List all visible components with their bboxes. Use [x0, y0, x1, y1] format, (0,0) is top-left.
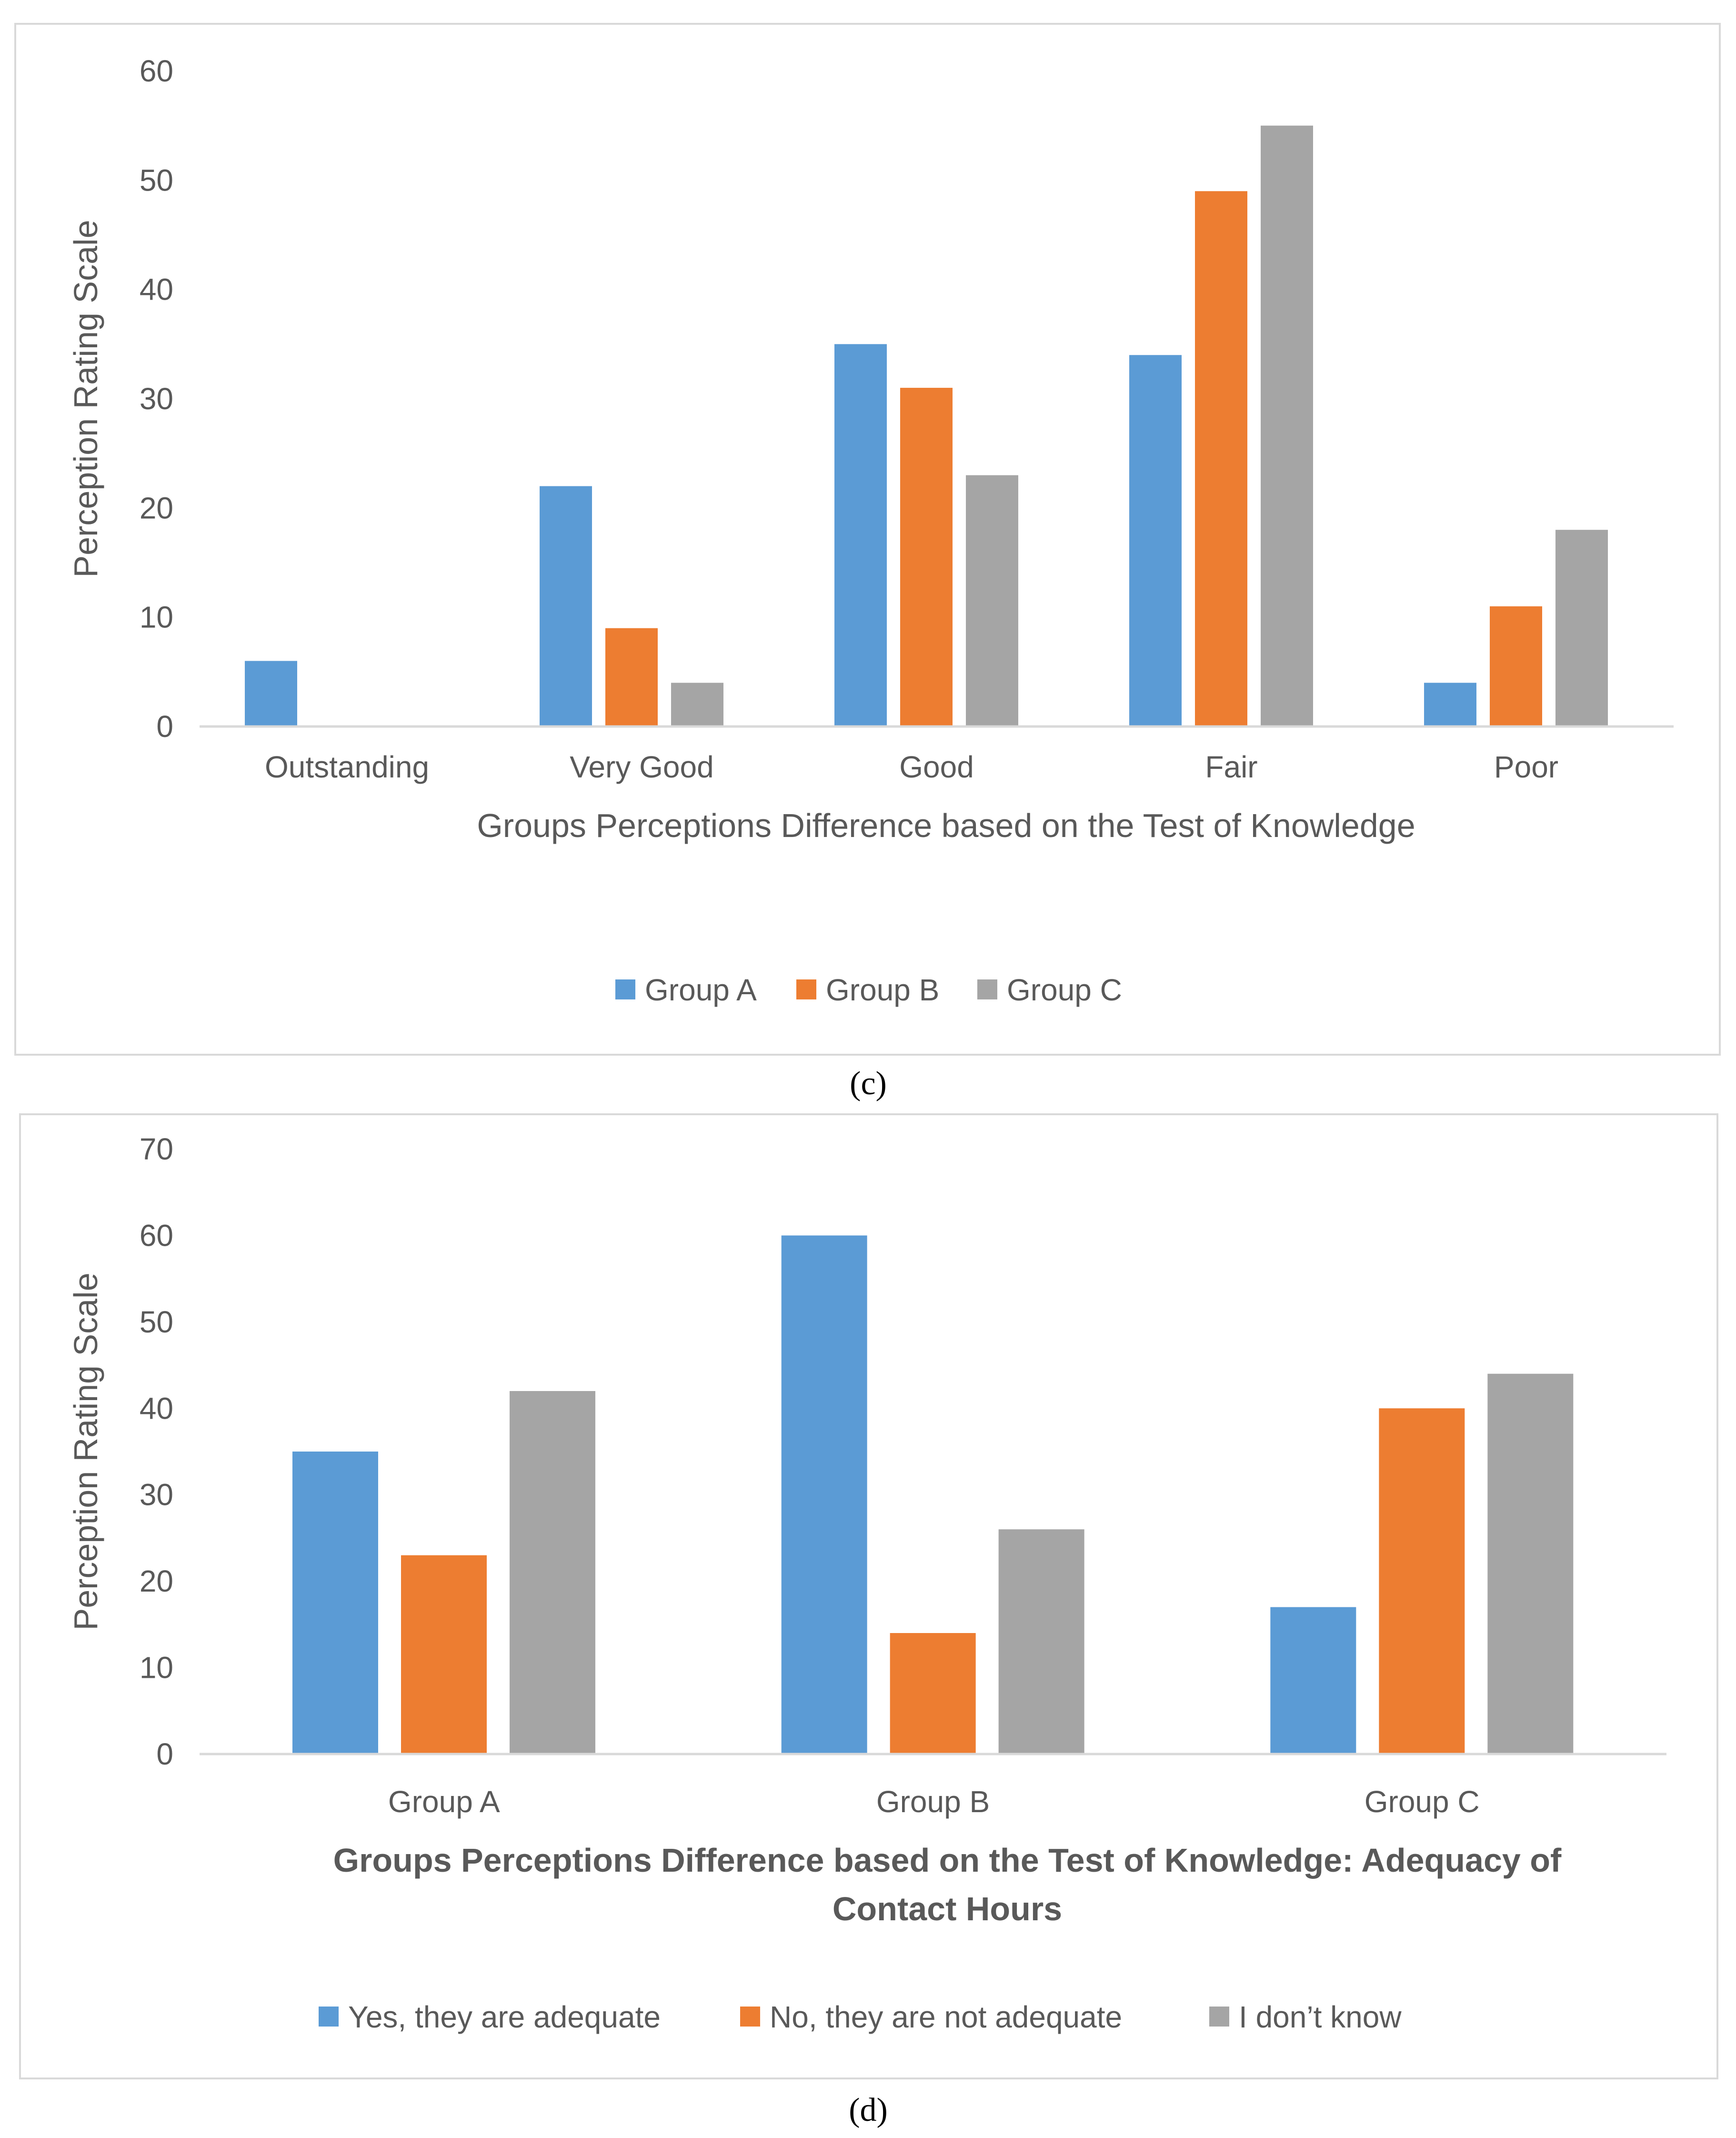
- legend-swatch-3: [977, 979, 997, 999]
- y-tick-label: 30: [140, 382, 173, 416]
- y-tick-label: 40: [140, 272, 173, 307]
- bar-yes-they-are-adequate-group-b: [781, 1235, 867, 1754]
- bar-no-they-are-not-adequate-group-b: [890, 1633, 976, 1754]
- bar-no-they-are-not-adequate-group-c: [1379, 1408, 1465, 1754]
- bar-group-a-outstanding: [245, 661, 297, 726]
- bar-group-c-good: [966, 475, 1018, 726]
- legend-swatch-3: [1209, 2007, 1229, 2027]
- bar-group-a-fair: [1129, 355, 1182, 726]
- legend-swatch-1: [319, 2007, 339, 2027]
- caption-c: (c): [850, 1065, 887, 1102]
- bar-no-they-are-not-adequate-group-a: [401, 1555, 487, 1754]
- bar-group-c-fair: [1261, 125, 1313, 726]
- bar-group-a-poor: [1424, 683, 1476, 726]
- legend-entry-2: No, they are not adequate: [770, 2000, 1122, 2034]
- bar-group-b-good: [900, 388, 953, 726]
- x-axis-title: Contact Hours: [833, 1890, 1062, 1927]
- legend-entry-1: Group A: [645, 973, 757, 1007]
- bar-i-don-t-know-group-c: [1487, 1373, 1574, 1754]
- legend-entry-3: I don’t know: [1239, 2000, 1402, 2034]
- bar-group-b-poor: [1490, 606, 1542, 726]
- y-tick-label: 10: [140, 1651, 173, 1685]
- y-tick-label: 0: [156, 709, 173, 744]
- bar-group-c-very-good: [671, 683, 723, 726]
- chart-c-panel: 0 10 20 30 40 50 60 Perception Rating Scale Outs…: [14, 23, 1721, 1056]
- caption-d: (d): [849, 2092, 888, 2128]
- bar-yes-they-are-adequate-group-c: [1270, 1607, 1356, 1754]
- legend-swatch-1: [615, 979, 635, 999]
- y-tick-label: 20: [140, 1564, 173, 1598]
- y-tick-label: 20: [140, 491, 173, 525]
- x-tick-label: Group B: [876, 1785, 990, 1819]
- legend-entry-3: Group C: [1007, 973, 1122, 1007]
- x-tick-label: Fair: [1205, 750, 1257, 784]
- x-tick-label: Group C: [1365, 1785, 1480, 1819]
- x-tick-label: Good: [899, 750, 974, 784]
- bar-group-b-fair: [1195, 191, 1247, 727]
- bar-group-b-very-good: [605, 628, 658, 726]
- bar-group-c-poor: [1555, 530, 1608, 726]
- bar-yes-they-are-adequate-group-a: [292, 1452, 378, 1754]
- y-axis-label: Perception Rating Scale: [67, 220, 104, 578]
- x-axis-title: Groups Perceptions Difference based on t…: [333, 1842, 1562, 1879]
- bar-i-don-t-know-group-b: [998, 1529, 1084, 1754]
- y-tick-label: 10: [140, 600, 173, 635]
- x-axis-title: Groups Perceptions Difference based on t…: [477, 807, 1415, 844]
- y-tick-label: 60: [140, 1218, 173, 1252]
- y-tick-label: 50: [140, 1305, 173, 1339]
- y-tick-label: 0: [156, 1737, 173, 1771]
- x-tick-label: Group A: [388, 1785, 500, 1819]
- x-tick-label: Poor: [1494, 750, 1558, 784]
- legend-swatch-2: [740, 2007, 760, 2027]
- bar-i-don-t-know-group-a: [510, 1391, 595, 1754]
- bar-group-a-good: [834, 344, 887, 726]
- chart-d: 0 10 20 30 40 50 60 70 Perception Rating Scale Gr…: [67, 1132, 1666, 2034]
- chart-c: 0 10 20 30 40 50 60 Perception Rating Scale Outs…: [67, 54, 1674, 1007]
- chart-d-panel: 0 10 20 30 40 50 60 70 Perception Rating Scale Gr…: [19, 1113, 1718, 2079]
- x-tick-label: Very Good: [570, 750, 713, 784]
- y-tick-label: 40: [140, 1391, 173, 1425]
- y-tick-label: 70: [140, 1132, 173, 1166]
- y-tick-label: 30: [140, 1478, 173, 1512]
- y-axis-label: Perception Rating Scale: [67, 1273, 104, 1631]
- y-tick-label: 50: [140, 163, 173, 197]
- legend-entry-1: Yes, they are adequate: [348, 2000, 661, 2034]
- legend-swatch-2: [796, 979, 816, 999]
- bar-group-a-very-good: [540, 486, 592, 726]
- x-tick-label: Outstanding: [265, 750, 429, 784]
- legend-entry-2: Group B: [826, 973, 939, 1007]
- y-tick-label: 60: [140, 54, 173, 88]
